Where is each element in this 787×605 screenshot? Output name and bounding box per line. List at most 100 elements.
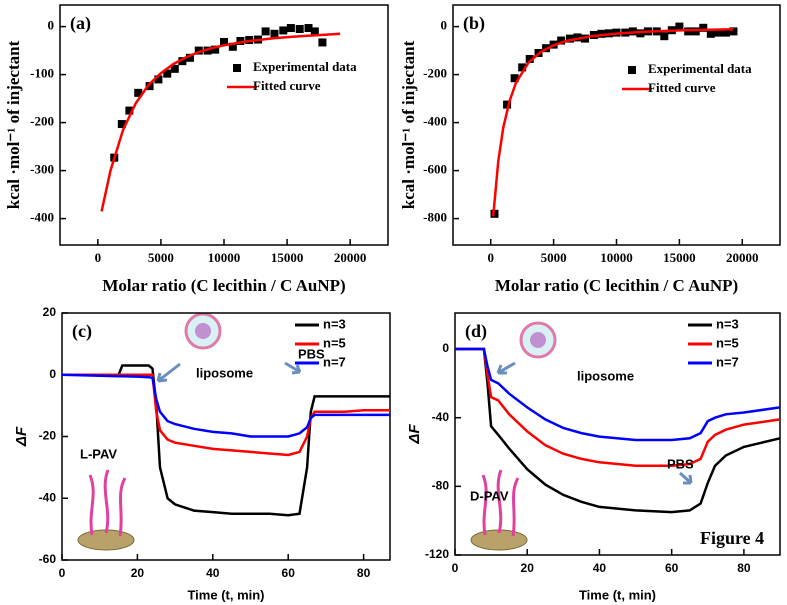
- legend-label: n=5: [323, 335, 346, 350]
- y-tick-label: -20: [39, 429, 57, 443]
- y-tick-label: 0: [49, 367, 56, 381]
- plot-frame: [452, 4, 781, 246]
- data-line: [455, 347, 781, 442]
- data-line: [62, 364, 390, 517]
- y-tick-label: 20: [43, 305, 57, 319]
- particle-icon: [77, 469, 528, 551]
- x-axis-label: Time (t, min): [579, 587, 656, 602]
- x-tick-label: 80: [737, 561, 751, 575]
- data-point: [178, 57, 187, 66]
- data-point: [261, 27, 270, 36]
- x-tick-label: 60: [665, 561, 679, 575]
- data-point: [154, 75, 163, 84]
- panel-label: (d): [465, 321, 487, 342]
- y-tick-label: -200: [30, 114, 54, 129]
- data-line: [455, 347, 781, 468]
- y-tick-label: -80: [432, 479, 450, 493]
- data-point: [117, 120, 126, 129]
- x-tick-label: 15000: [271, 250, 304, 265]
- data-point: [228, 42, 237, 51]
- data-point: [503, 100, 512, 109]
- x-tick-label: 10000: [600, 250, 633, 265]
- data-point: [279, 26, 288, 35]
- data-point: [565, 34, 574, 43]
- data-point: [318, 38, 327, 47]
- data-point: [714, 28, 723, 37]
- legend-label: Experimental data: [648, 61, 752, 76]
- y-tick-label: 0: [441, 18, 448, 33]
- legend-label: n=3: [323, 316, 346, 331]
- x-tick-label: 0: [487, 250, 494, 265]
- data-point: [597, 29, 606, 38]
- y-tick-label: -600: [423, 162, 447, 177]
- data-point: [125, 106, 134, 115]
- data-point: [706, 29, 715, 38]
- data-point: [170, 64, 179, 73]
- x-tick-label: 20: [521, 561, 535, 575]
- x-tick-label: 0: [59, 566, 66, 580]
- data-point: [518, 63, 527, 72]
- annotation: liposome: [196, 365, 253, 380]
- legend-marker: [628, 66, 636, 74]
- y-tick-label: -100: [30, 66, 54, 81]
- annotation: D-PAV: [470, 488, 509, 503]
- data-point: [134, 88, 143, 97]
- x-tick-label: 20: [131, 566, 145, 580]
- panel-label: (a): [70, 13, 91, 34]
- data-point: [145, 82, 154, 91]
- data-point: [211, 45, 220, 54]
- y-tick-label: -60: [39, 552, 57, 566]
- data-point: [286, 24, 295, 33]
- plot-frame: [454, 312, 781, 556]
- data-point: [185, 53, 194, 62]
- panel-label: (b): [463, 13, 485, 34]
- annotation: liposome: [577, 368, 634, 383]
- x-tick-label: 20000: [334, 250, 367, 265]
- legend-label: n=7: [323, 354, 346, 369]
- y-tick-label: -120: [425, 547, 449, 561]
- y-tick-label: -40: [432, 410, 450, 424]
- annotation: PBS: [667, 456, 694, 471]
- x-tick-label: 10000: [208, 250, 241, 265]
- x-tick-label: 40: [593, 561, 607, 575]
- data-point: [573, 33, 582, 42]
- y-tick-label: -400: [423, 114, 447, 129]
- legend-label: Experimental data: [253, 59, 357, 74]
- data-point: [729, 27, 738, 36]
- x-tick-label: 40: [206, 566, 220, 580]
- data-point: [310, 27, 319, 36]
- legend-label: n=3: [716, 316, 739, 331]
- y-tick-label: -800: [423, 210, 447, 225]
- data-line: [491, 27, 734, 217]
- x-axis-label: Molar ratio (C lecithin / C AuNP): [495, 276, 738, 295]
- legend-label: Fitted curve: [648, 80, 716, 95]
- x-tick-label: 80: [357, 566, 371, 580]
- x-axis-label: Molar ratio (C lecithin / C AuNP): [102, 276, 345, 295]
- data-line: [62, 373, 390, 457]
- x-tick-label: 20000: [726, 250, 759, 265]
- legend-label: n=7: [716, 354, 739, 369]
- legend-marker: [233, 64, 241, 72]
- y-axis-label: kcal ·mol⁻¹ of injectant: [4, 40, 23, 209]
- y-axis-label: ΔF: [13, 426, 30, 447]
- data-point: [270, 29, 279, 38]
- data-point: [557, 36, 566, 45]
- data-point: [675, 22, 684, 31]
- data-point: [163, 69, 172, 78]
- annotation: Figure 4: [700, 528, 764, 548]
- y-axis-label: ΔF: [406, 424, 423, 445]
- panel-label: (c): [72, 321, 92, 342]
- x-tick-label: 0: [452, 561, 459, 575]
- y-tick-label: -400: [30, 210, 54, 225]
- y-tick-label: -200: [423, 66, 447, 81]
- data-point: [510, 74, 519, 83]
- data-point: [220, 37, 228, 46]
- y-tick-label: 0: [48, 18, 55, 33]
- x-tick-label: 0: [95, 250, 102, 265]
- liposome-icon: [184, 312, 557, 359]
- y-tick-label: -40: [39, 490, 57, 504]
- y-tick-label: 0: [442, 341, 449, 355]
- x-tick-label: 5000: [148, 250, 174, 265]
- data-point: [295, 25, 304, 33]
